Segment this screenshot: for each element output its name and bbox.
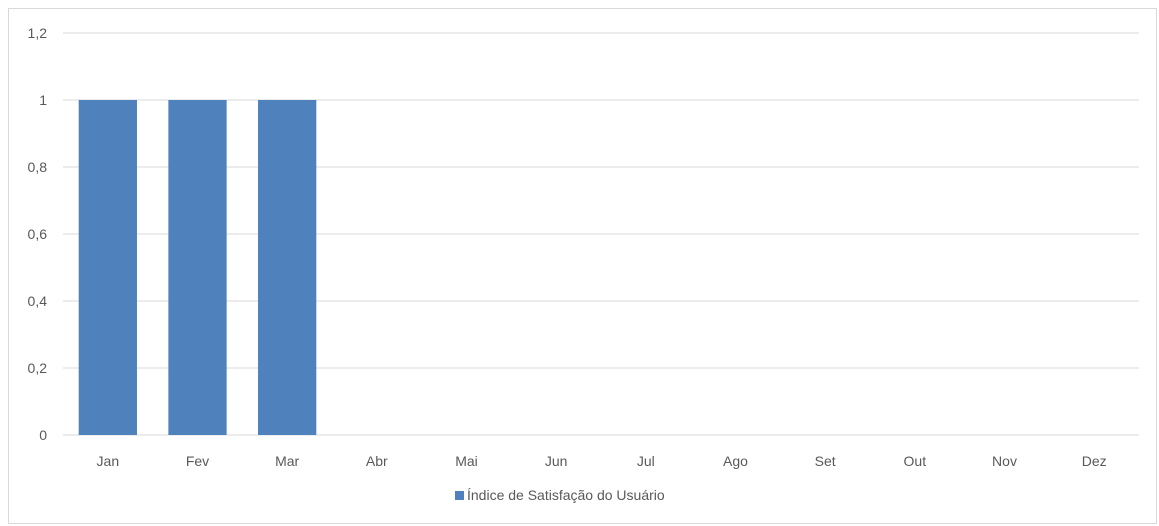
bar-chart: 0 0,2 0,4 0,6 0,8 1 1,2 Jan Fev Mar Abr Mai Jun Jul A… <box>28 25 1139 503</box>
legend-swatch <box>455 491 464 500</box>
legend-label: Índice de Satisfação do Usuário <box>467 487 665 503</box>
x-tick-label: Fev <box>186 453 209 469</box>
bar-mar <box>258 100 317 435</box>
x-tick-label: Ago <box>723 453 748 469</box>
x-tick-label: Abr <box>366 453 388 469</box>
x-tick-label: Jun <box>545 453 568 469</box>
x-tick-label: Mai <box>455 453 478 469</box>
legend: Índice de Satisfação do Usuário <box>455 487 665 503</box>
x-tick-label: Set <box>815 453 836 469</box>
bar-fev <box>168 100 227 435</box>
y-tick-label: 0,8 <box>28 159 48 175</box>
bar-jan <box>78 100 137 435</box>
y-axis-ticks: 0 0,2 0,4 0,6 0,8 1 1,2 <box>28 25 48 443</box>
y-tick-label: 1 <box>39 92 47 108</box>
y-tick-label: 1,2 <box>28 25 48 41</box>
y-tick-label: 0,6 <box>28 226 48 242</box>
x-tick-label: Out <box>904 453 927 469</box>
y-tick-label: 0,4 <box>28 293 48 309</box>
x-tick-label: Jul <box>637 453 655 469</box>
x-tick-label: Mar <box>275 453 299 469</box>
x-axis-ticks: Jan Fev Mar Abr Mai Jun Jul Ago Set Out Nov Dez <box>97 453 1107 469</box>
y-tick-label: 0,2 <box>28 360 48 376</box>
chart-frame: 0 0,2 0,4 0,6 0,8 1 1,2 Jan Fev Mar Abr Mai Jun Jul A… <box>8 8 1157 524</box>
bars <box>78 100 317 435</box>
y-tick-label: 0 <box>39 427 47 443</box>
x-tick-label: Dez <box>1082 453 1107 469</box>
x-tick-label: Nov <box>992 453 1017 469</box>
x-tick-label: Jan <box>97 453 120 469</box>
gridlines <box>63 32 1139 436</box>
